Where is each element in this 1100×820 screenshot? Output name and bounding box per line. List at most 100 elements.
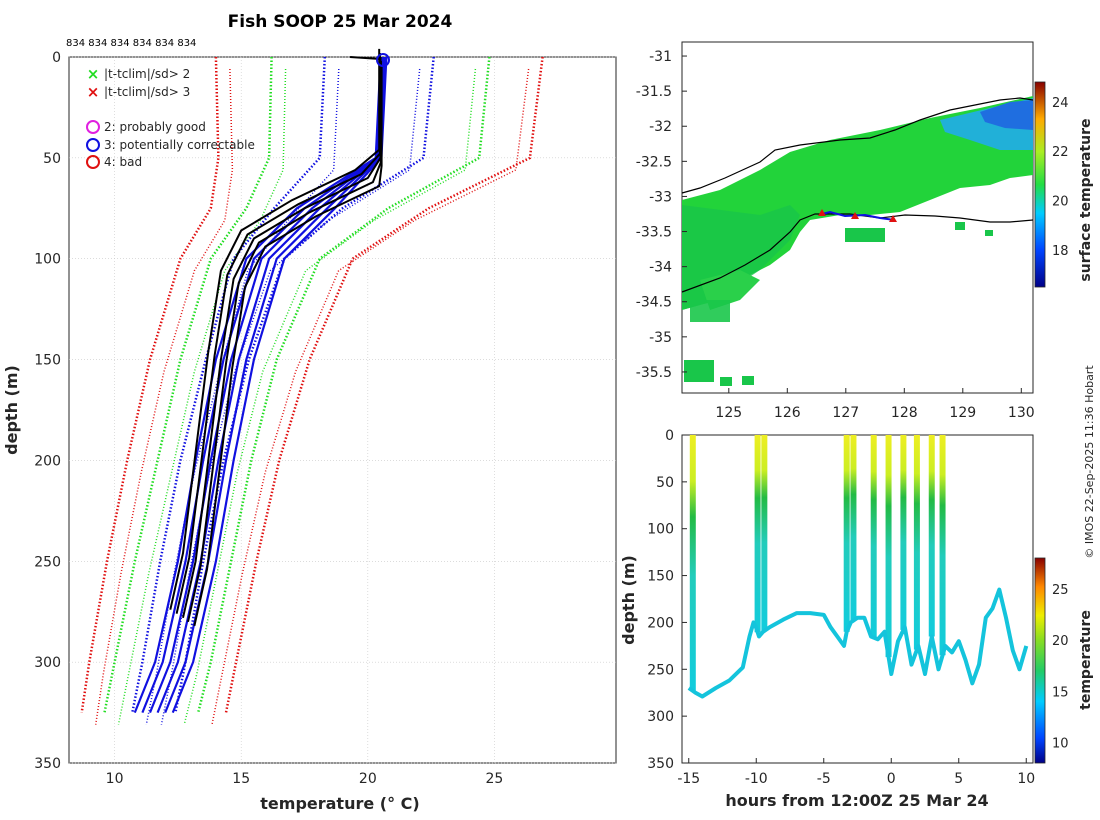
qc2-label: 2: probably good [104, 120, 206, 134]
section-cast [870, 435, 877, 638]
x-tick-label: 25 [486, 771, 504, 787]
section-y-tick-label: 250 [647, 662, 674, 678]
climatology-green-left [103, 56, 273, 713]
y-tick-label: 50 [43, 151, 61, 167]
qc3-marker [86, 138, 100, 152]
map-ticks: 125 126 127 128 129 130 -31 -31.5 -32 -32.5 -33 -33… [636, 49, 1035, 421]
section-cast [761, 435, 768, 631]
coastline-kangaroo-island [681, 213, 1034, 293]
map-x-tick-label: 129 [949, 405, 976, 421]
climatology-green-right-alt [183, 68, 477, 725]
x-tick-label: 15 [232, 771, 250, 787]
map-colorbar-label: surface temperature [1078, 118, 1094, 281]
map-colorbar-tick-label: 18 [1052, 244, 1069, 259]
section-field [687, 435, 1029, 699]
section-y-tick-label: 150 [647, 569, 674, 585]
section-cast [900, 435, 907, 630]
section-y-tick-label: 350 [647, 756, 674, 772]
section-cast [913, 435, 920, 650]
section-axes-box [681, 434, 1034, 764]
sst-fragment [690, 300, 730, 322]
section-x-tick-label: -15 [677, 771, 700, 787]
section-cast [843, 435, 850, 632]
drop-id-labels: 834 834 834 834 834 834 [66, 38, 196, 49]
profile-axes-box [68, 56, 617, 764]
section-colorbar-label: temperature [1078, 610, 1094, 710]
map-colorbar-tick-label: 24 [1052, 96, 1069, 111]
coastline-south-australia [681, 97, 1034, 194]
map-y-tick-label: -35 [649, 330, 672, 346]
map-y-tick-label: -32 [649, 119, 672, 135]
y-tick-label: 0 [52, 50, 61, 66]
qc3-label: 3: potentially correctable [104, 138, 255, 152]
drop-marker [818, 209, 826, 216]
y-tick-label: 150 [34, 353, 61, 369]
section-y-tick-label: 50 [656, 475, 674, 491]
map-y-tick-label: -34 [649, 260, 672, 276]
section-y-tick-label: 0 [665, 428, 674, 444]
x-tick-label: 20 [359, 771, 377, 787]
map-y-tick-label: -34.5 [636, 295, 672, 311]
map-colorbar-ticks: 18 20 22 24 [1052, 96, 1069, 259]
sst-cold-patch [980, 100, 1033, 130]
section-colorbar-tick-label: 25 [1052, 583, 1069, 598]
black-profile-1 [175, 53, 381, 614]
climatology-blue-left [131, 56, 327, 713]
climatology-blue-right [174, 56, 435, 713]
flag-sd2-marker: × [87, 65, 100, 83]
drop-marker [851, 212, 859, 219]
profile-legend: × |t-tclim|/sd> 2 × |t-tclim|/sd> 3 2: p… [86, 65, 255, 169]
section-cast [939, 435, 946, 656]
climatology-red-left [80, 56, 220, 713]
map-y-tick-label: -31.5 [636, 84, 672, 100]
map-colorbar-tick-label: 22 [1052, 145, 1069, 160]
section-y-label: depth (m) [619, 555, 638, 645]
section-cast [885, 435, 892, 658]
section-colorbar [1034, 557, 1046, 764]
sst-fragment [742, 376, 754, 385]
section-y-tick-label: 100 [647, 522, 674, 538]
map-y-tick-label: -35.5 [636, 365, 672, 381]
section-colorbar-ticks: 10 15 20 25 [1052, 583, 1069, 752]
section-x-tick-label: -5 [817, 771, 831, 787]
section-colorbar-tick-label: 10 [1052, 737, 1069, 752]
measured-profiles [133, 48, 391, 714]
section-x-tick-label: 10 [1017, 771, 1035, 787]
sst-fragment [955, 222, 965, 230]
y-tick-label: 250 [34, 554, 61, 570]
qc2-marker [86, 120, 100, 134]
blue-profile-0 [133, 56, 382, 714]
flag-sd2-label: |t-tclim|/sd> 2 [104, 67, 190, 81]
sst-field [681, 96, 1034, 386]
section-colorbar-tick-label: 20 [1052, 634, 1069, 649]
section-x-tick-label: -10 [745, 771, 768, 787]
section-x-tick-label: 0 [887, 771, 896, 787]
black-profile-2 [182, 57, 382, 619]
sst-fragment [985, 230, 993, 236]
map-y-tick-label: -32.5 [636, 154, 672, 170]
map-colorbar-tick-label: 20 [1052, 195, 1069, 210]
blue-profile-2 [148, 56, 385, 714]
black-profile-3 [187, 61, 382, 623]
map-y-tick-label: -31 [649, 49, 672, 65]
y-tick-label: 200 [34, 453, 61, 469]
map-x-tick-label: 126 [774, 405, 801, 421]
y-tick-label: 350 [34, 756, 61, 772]
section-x-tick-label: 5 [954, 771, 963, 787]
sst-fragment [720, 377, 732, 386]
section-cast [850, 435, 857, 621]
sst-fragment [845, 228, 885, 242]
y-tick-label: 300 [34, 655, 61, 671]
flag-sd3-label: |t-tclim|/sd> 3 [104, 85, 190, 99]
sst-fragment [684, 360, 714, 382]
section-cast [928, 435, 935, 637]
map-x-tick-label: 127 [832, 405, 859, 421]
map-x-tick-label: 130 [1008, 405, 1035, 421]
section-bottom-trace [687, 587, 1029, 699]
qc3-flag-circle [376, 53, 391, 68]
section-y-tick-label: 300 [647, 709, 674, 725]
map-colorbar [1034, 81, 1046, 288]
